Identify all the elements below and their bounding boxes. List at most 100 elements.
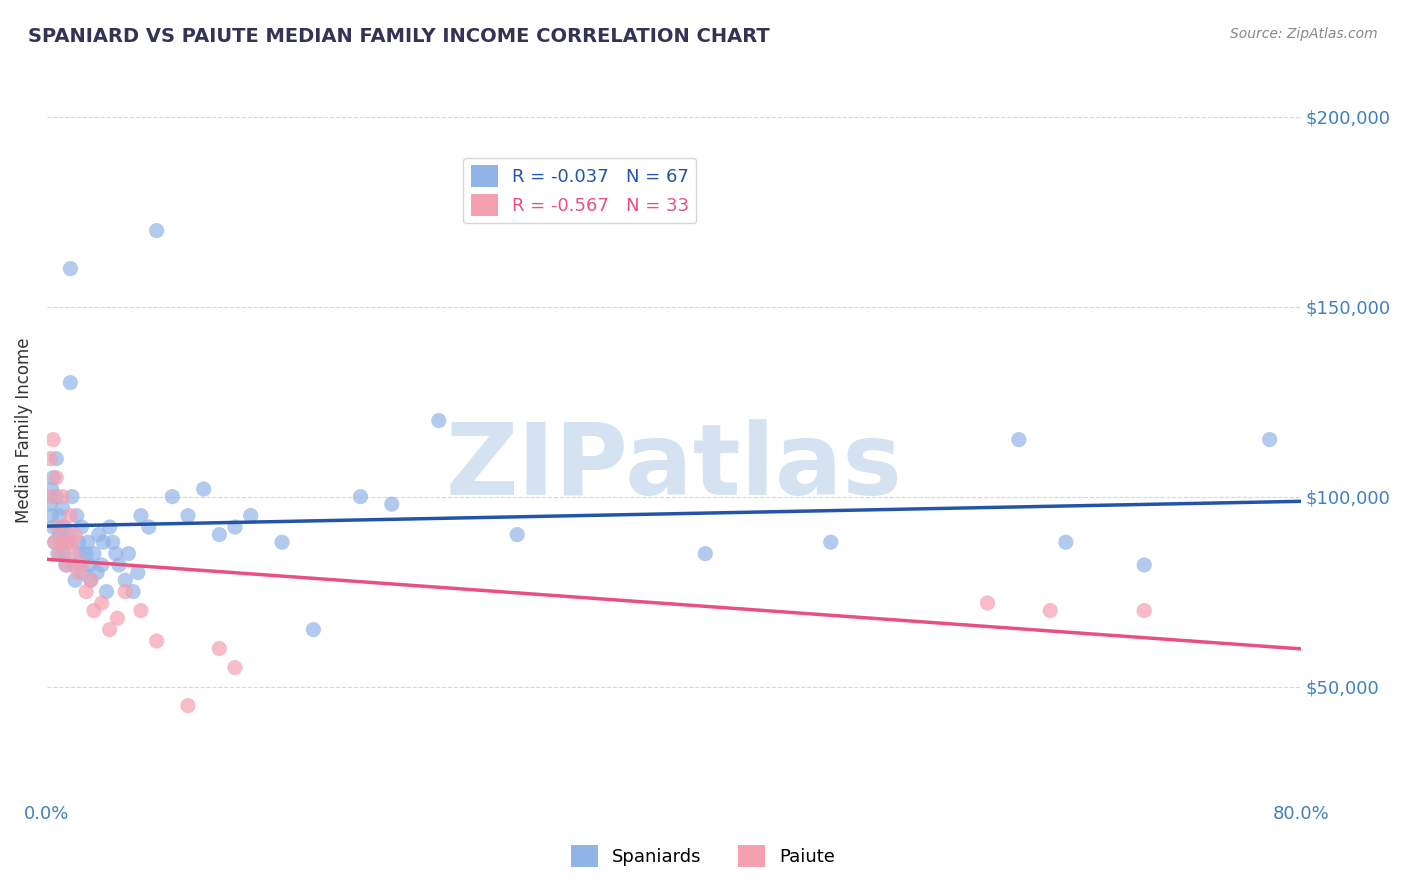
- Point: [55, 558, 77, 572]
- Point: [70, 520, 93, 534]
- Point: [48, 527, 70, 541]
- Point: [45, 470, 67, 484]
- Point: [1133, 604, 1156, 618]
- Legend: Spaniards, Paiute: Spaniards, Paiute: [564, 838, 842, 874]
- Point: [60, 535, 83, 549]
- Point: [75, 547, 97, 561]
- Point: [91, 535, 114, 549]
- Point: [1008, 433, 1031, 447]
- Text: SPANIARD VS PAIUTE MEDIAN FAMILY INCOME CORRELATION CHART: SPANIARD VS PAIUTE MEDIAN FAMILY INCOME …: [28, 27, 770, 45]
- Point: [108, 558, 131, 572]
- Point: [193, 482, 215, 496]
- Point: [44, 535, 66, 549]
- Point: [239, 508, 262, 523]
- Point: [114, 584, 136, 599]
- Point: [104, 547, 127, 561]
- Point: [39, 497, 62, 511]
- Point: [1133, 558, 1156, 572]
- Point: [271, 535, 294, 549]
- Point: [59, 261, 82, 276]
- Point: [76, 535, 98, 549]
- Point: [41, 490, 63, 504]
- Point: [122, 584, 145, 599]
- Point: [53, 520, 76, 534]
- Point: [138, 520, 160, 534]
- Point: [107, 611, 129, 625]
- Point: [224, 660, 246, 674]
- Point: [98, 623, 121, 637]
- Point: [51, 490, 73, 504]
- Point: [1258, 433, 1281, 447]
- Point: [46, 520, 69, 534]
- Point: [98, 520, 121, 534]
- Point: [39, 451, 62, 466]
- Point: [101, 535, 124, 549]
- Y-axis label: Median Family Income: Median Family Income: [15, 337, 32, 523]
- Point: [1039, 604, 1062, 618]
- Point: [53, 547, 76, 561]
- Point: [75, 584, 97, 599]
- Point: [427, 414, 450, 428]
- Point: [86, 566, 108, 580]
- Point: [48, 508, 70, 523]
- Point: [1054, 535, 1077, 549]
- Point: [41, 508, 63, 523]
- Point: [51, 501, 73, 516]
- Point: [51, 520, 73, 534]
- Point: [90, 558, 112, 572]
- Point: [114, 573, 136, 587]
- Point: [129, 604, 152, 618]
- Point: [177, 698, 200, 713]
- Point: [56, 558, 79, 572]
- Point: [62, 547, 84, 561]
- Point: [42, 520, 65, 534]
- Point: [96, 584, 118, 599]
- Text: Source: ZipAtlas.com: Source: ZipAtlas.com: [1230, 27, 1378, 41]
- Point: [44, 535, 66, 549]
- Point: [67, 566, 90, 580]
- Point: [72, 566, 94, 580]
- Point: [45, 490, 67, 504]
- Point: [59, 376, 82, 390]
- Point: [41, 482, 63, 496]
- Point: [976, 596, 998, 610]
- Point: [56, 535, 79, 549]
- Point: [208, 641, 231, 656]
- Point: [49, 535, 72, 549]
- Point: [62, 558, 84, 572]
- Point: [145, 224, 167, 238]
- Text: ZIPatlas: ZIPatlas: [446, 418, 903, 516]
- Point: [45, 451, 67, 466]
- Point: [63, 527, 86, 541]
- Point: [83, 604, 105, 618]
- Point: [381, 497, 404, 511]
- Point: [69, 547, 91, 561]
- Point: [60, 490, 83, 504]
- Point: [80, 573, 103, 587]
- Point: [506, 527, 529, 541]
- Point: [820, 535, 842, 549]
- Point: [67, 535, 90, 549]
- Point: [42, 470, 65, 484]
- Point: [302, 623, 325, 637]
- Point: [208, 527, 231, 541]
- Point: [59, 508, 82, 523]
- Point: [177, 508, 200, 523]
- Point: [66, 508, 89, 523]
- Point: [127, 566, 149, 580]
- Point: [46, 547, 69, 561]
- Point: [83, 547, 105, 561]
- Point: [224, 520, 246, 534]
- Legend: R = -0.037   N = 67, R = -0.567   N = 33: R = -0.037 N = 67, R = -0.567 N = 33: [464, 158, 696, 223]
- Point: [145, 634, 167, 648]
- Point: [695, 547, 717, 561]
- Point: [162, 490, 184, 504]
- Point: [117, 547, 139, 561]
- Point: [48, 547, 70, 561]
- Point: [49, 535, 72, 549]
- Point: [70, 558, 93, 572]
- Point: [349, 490, 371, 504]
- Point: [87, 527, 110, 541]
- Point: [63, 573, 86, 587]
- Point: [90, 596, 112, 610]
